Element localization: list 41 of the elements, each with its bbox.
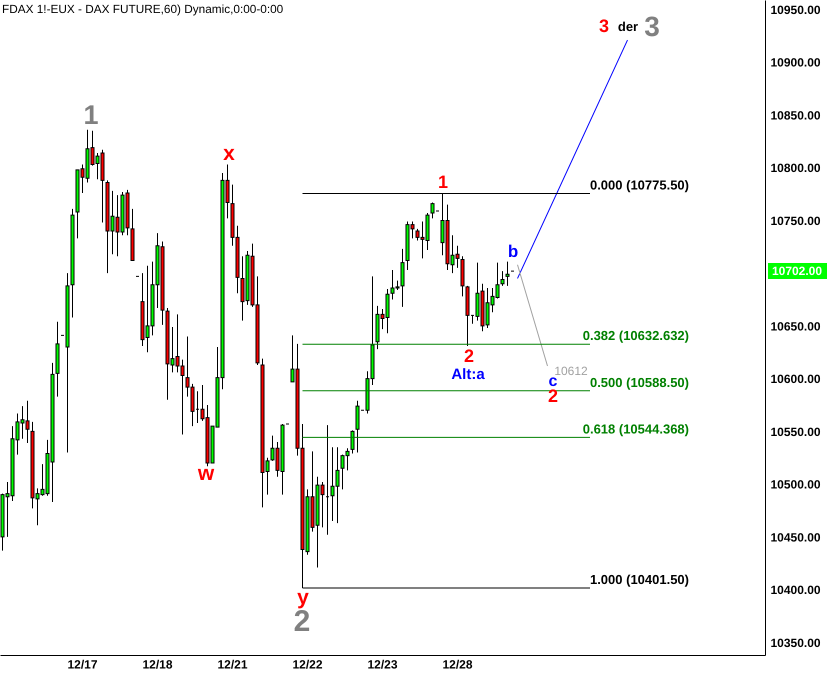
- ref-line-label: 1.000 (10401.50): [590, 572, 689, 588]
- y-tick-label: 10900.00: [770, 56, 821, 70]
- x-tick-label: 12/21: [217, 658, 248, 672]
- ref-line-label: 0.500 (10588.50): [590, 374, 689, 390]
- x-tick-label: 12/23: [367, 658, 398, 672]
- annotation: 10612: [554, 364, 588, 378]
- x-tick-label: 12/17: [67, 658, 98, 672]
- ref-line-label: 0.382 (10632.632): [582, 328, 689, 344]
- y-tick-label: 10500.00: [770, 478, 821, 492]
- annotation: der: [618, 19, 638, 34]
- y-tick-label: 10650.00: [770, 319, 821, 334]
- y-tick-label: 10800.00: [770, 161, 821, 176]
- y-tick-label: 10450.00: [770, 530, 821, 544]
- text: 10702.00: [772, 264, 822, 278]
- y-tick-label: 10750.00: [770, 214, 821, 228]
- y-tick-label: 10850.00: [770, 108, 821, 122]
- candlestick: [500, 270, 504, 286]
- y-tick-label: 10950.00: [770, 2, 821, 17]
- candlestick: [350, 430, 354, 454]
- annotation: w: [196, 462, 215, 485]
- y-tick-label: 10400.00: [770, 583, 821, 598]
- y-tick-label: 10350.00: [770, 636, 821, 650]
- y-tick-label: 10600.00: [770, 372, 821, 386]
- candlestick: [400, 248, 404, 308]
- annotation: Alt:a: [451, 366, 486, 383]
- annotation: 2: [464, 346, 474, 366]
- annotation: b: [508, 242, 518, 261]
- candlestick: [506, 261, 510, 286]
- chart-title: FDAX 1!-EUX - DAX FUTURE,60) Dynamic,0:00-0:00: [2, 2, 284, 16]
- x-tick-label: 12/22: [292, 658, 323, 672]
- annotation: 2: [548, 386, 558, 406]
- annotation: 1: [438, 172, 448, 192]
- annotation: x: [223, 142, 236, 165]
- annotation: 3: [598, 16, 610, 36]
- x-tick-label: 12/18: [142, 658, 173, 672]
- y-tick-label: 10550.00: [770, 424, 821, 439]
- x-tick-label: 12/28: [442, 658, 473, 672]
- ref-line-label: 0.618 (10544.368): [582, 421, 689, 436]
- ref-line-label: 0.000 (10775.50): [590, 178, 689, 193]
- annotation: 1: [83, 100, 99, 130]
- annotation: 3: [644, 11, 660, 42]
